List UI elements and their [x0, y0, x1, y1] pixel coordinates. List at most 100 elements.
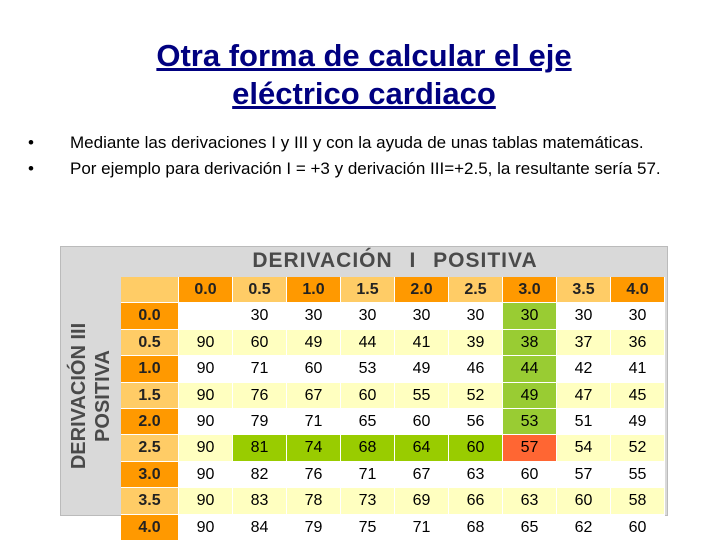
table-cell: 68 [449, 514, 503, 541]
row-header: 1.5 [121, 382, 179, 409]
table-cell: 30 [287, 303, 341, 330]
table-cell: 53 [503, 409, 557, 436]
column-header: 0.0 [179, 277, 233, 304]
table-cell: 79 [287, 514, 341, 541]
column-header: 3.0 [503, 277, 557, 304]
table-cell: 90 [179, 514, 233, 541]
corner [121, 277, 179, 304]
table-cell: 57 [503, 435, 557, 462]
table-cell: 52 [449, 382, 503, 409]
table-cell: 44 [341, 329, 395, 357]
row-header: 0.5 [121, 329, 179, 357]
table-cell: 74 [287, 435, 341, 462]
table-cell: 90 [179, 382, 233, 409]
column-header: 1.0 [287, 277, 341, 304]
table-cell: 60 [233, 329, 287, 357]
table-cell: 60 [449, 435, 503, 462]
table-cell: 30 [395, 303, 449, 330]
table-cell: 63 [449, 461, 503, 489]
table-cell: 38 [503, 329, 557, 357]
table-cell: 83 [233, 488, 287, 515]
table-cell: 54 [557, 435, 611, 462]
table-cell: 47 [557, 382, 611, 409]
row-header: 2.5 [121, 435, 179, 462]
table-cell: 76 [233, 382, 287, 409]
table-cell: 42 [557, 356, 611, 383]
table-cell: 30 [611, 303, 665, 330]
table-cell: 90 [179, 488, 233, 515]
table-cell: 36 [611, 329, 665, 357]
table-cell: 55 [395, 382, 449, 409]
table-cell: 45 [611, 382, 665, 409]
table-cell: 30 [233, 303, 287, 330]
table-cell: 71 [395, 514, 449, 541]
table-cell: 51 [557, 409, 611, 436]
table-cell [179, 303, 233, 330]
table-cell: 65 [341, 409, 395, 436]
table-cell: 52 [611, 435, 665, 462]
row-header: 2.0 [121, 409, 179, 436]
table-cell: 30 [503, 303, 557, 330]
table-cell: 44 [503, 356, 557, 383]
side-header: DERIVACIÓN III POSITIVA [61, 277, 121, 515]
side-header-text: DERIVACIÓN III POSITIVA [67, 323, 115, 469]
row-header: 1.0 [121, 356, 179, 383]
table-cell: 60 [611, 514, 665, 541]
table-cell: 79 [233, 409, 287, 436]
title-line: eléctrico cardiaco [232, 76, 496, 111]
table-cell: 71 [233, 356, 287, 383]
table-cell: 63 [503, 488, 557, 515]
table-cell: 90 [179, 409, 233, 436]
table-cell: 81 [233, 435, 287, 462]
title-line: Otra forma de calcular el eje [156, 38, 572, 73]
column-header: 3.5 [557, 277, 611, 304]
table-cell: 49 [395, 356, 449, 383]
row-header: 3.0 [121, 461, 179, 489]
top-header: DERIVACIÓN I POSITIVA [252, 249, 538, 272]
table-cell: 65 [503, 514, 557, 541]
table-cell: 37 [557, 329, 611, 357]
row-header: 0.0 [121, 303, 179, 330]
table-cell: 68 [341, 435, 395, 462]
table-cell: 75 [341, 514, 395, 541]
bullet: Por ejemplo para derivación I = +3 y der… [28, 158, 668, 180]
table-cell: 60 [503, 461, 557, 489]
table: DERIVACIÓN I POSITIVA DERIVACIÓN III POSI… [60, 246, 668, 541]
table-cell: 78 [287, 488, 341, 515]
table-cell: 60 [557, 488, 611, 515]
table-cell: 62 [557, 514, 611, 541]
table-cell: 82 [233, 461, 287, 489]
table-cell: 39 [449, 329, 503, 357]
row-header: 3.5 [121, 488, 179, 515]
row-header: 4.0 [121, 514, 179, 541]
side-header-line: DERIVACIÓN III [68, 322, 90, 470]
column-header: 2.5 [449, 277, 503, 304]
table-cell: 64 [395, 435, 449, 462]
table-cell: 67 [395, 461, 449, 489]
table-cell: 49 [287, 329, 341, 357]
side-header-line: POSITIVA [92, 350, 114, 442]
table-cell: 60 [341, 382, 395, 409]
table-cell: 90 [179, 356, 233, 383]
table-cell: 60 [395, 409, 449, 436]
table-cell: 58 [611, 488, 665, 515]
table-cell: 84 [233, 514, 287, 541]
table-cell: 41 [395, 329, 449, 357]
table-cell: 55 [611, 461, 665, 489]
table-cell: 46 [449, 356, 503, 383]
table-cell: 67 [287, 382, 341, 409]
column-header: 2.0 [395, 277, 449, 304]
table-cell: 56 [449, 409, 503, 436]
table-cell: 57 [557, 461, 611, 489]
table-cell: 69 [395, 488, 449, 515]
column-header: 1.5 [341, 277, 395, 304]
table-cell: 53 [341, 356, 395, 383]
table-cell: 90 [179, 461, 233, 489]
table-cell: 49 [611, 409, 665, 436]
table-cell: 30 [341, 303, 395, 330]
bullet-list: Mediante las derivaciones I y III y con … [28, 132, 668, 184]
column-header: 0.5 [233, 277, 287, 304]
table-cell: 76 [287, 461, 341, 489]
table-cell: 41 [611, 356, 665, 383]
